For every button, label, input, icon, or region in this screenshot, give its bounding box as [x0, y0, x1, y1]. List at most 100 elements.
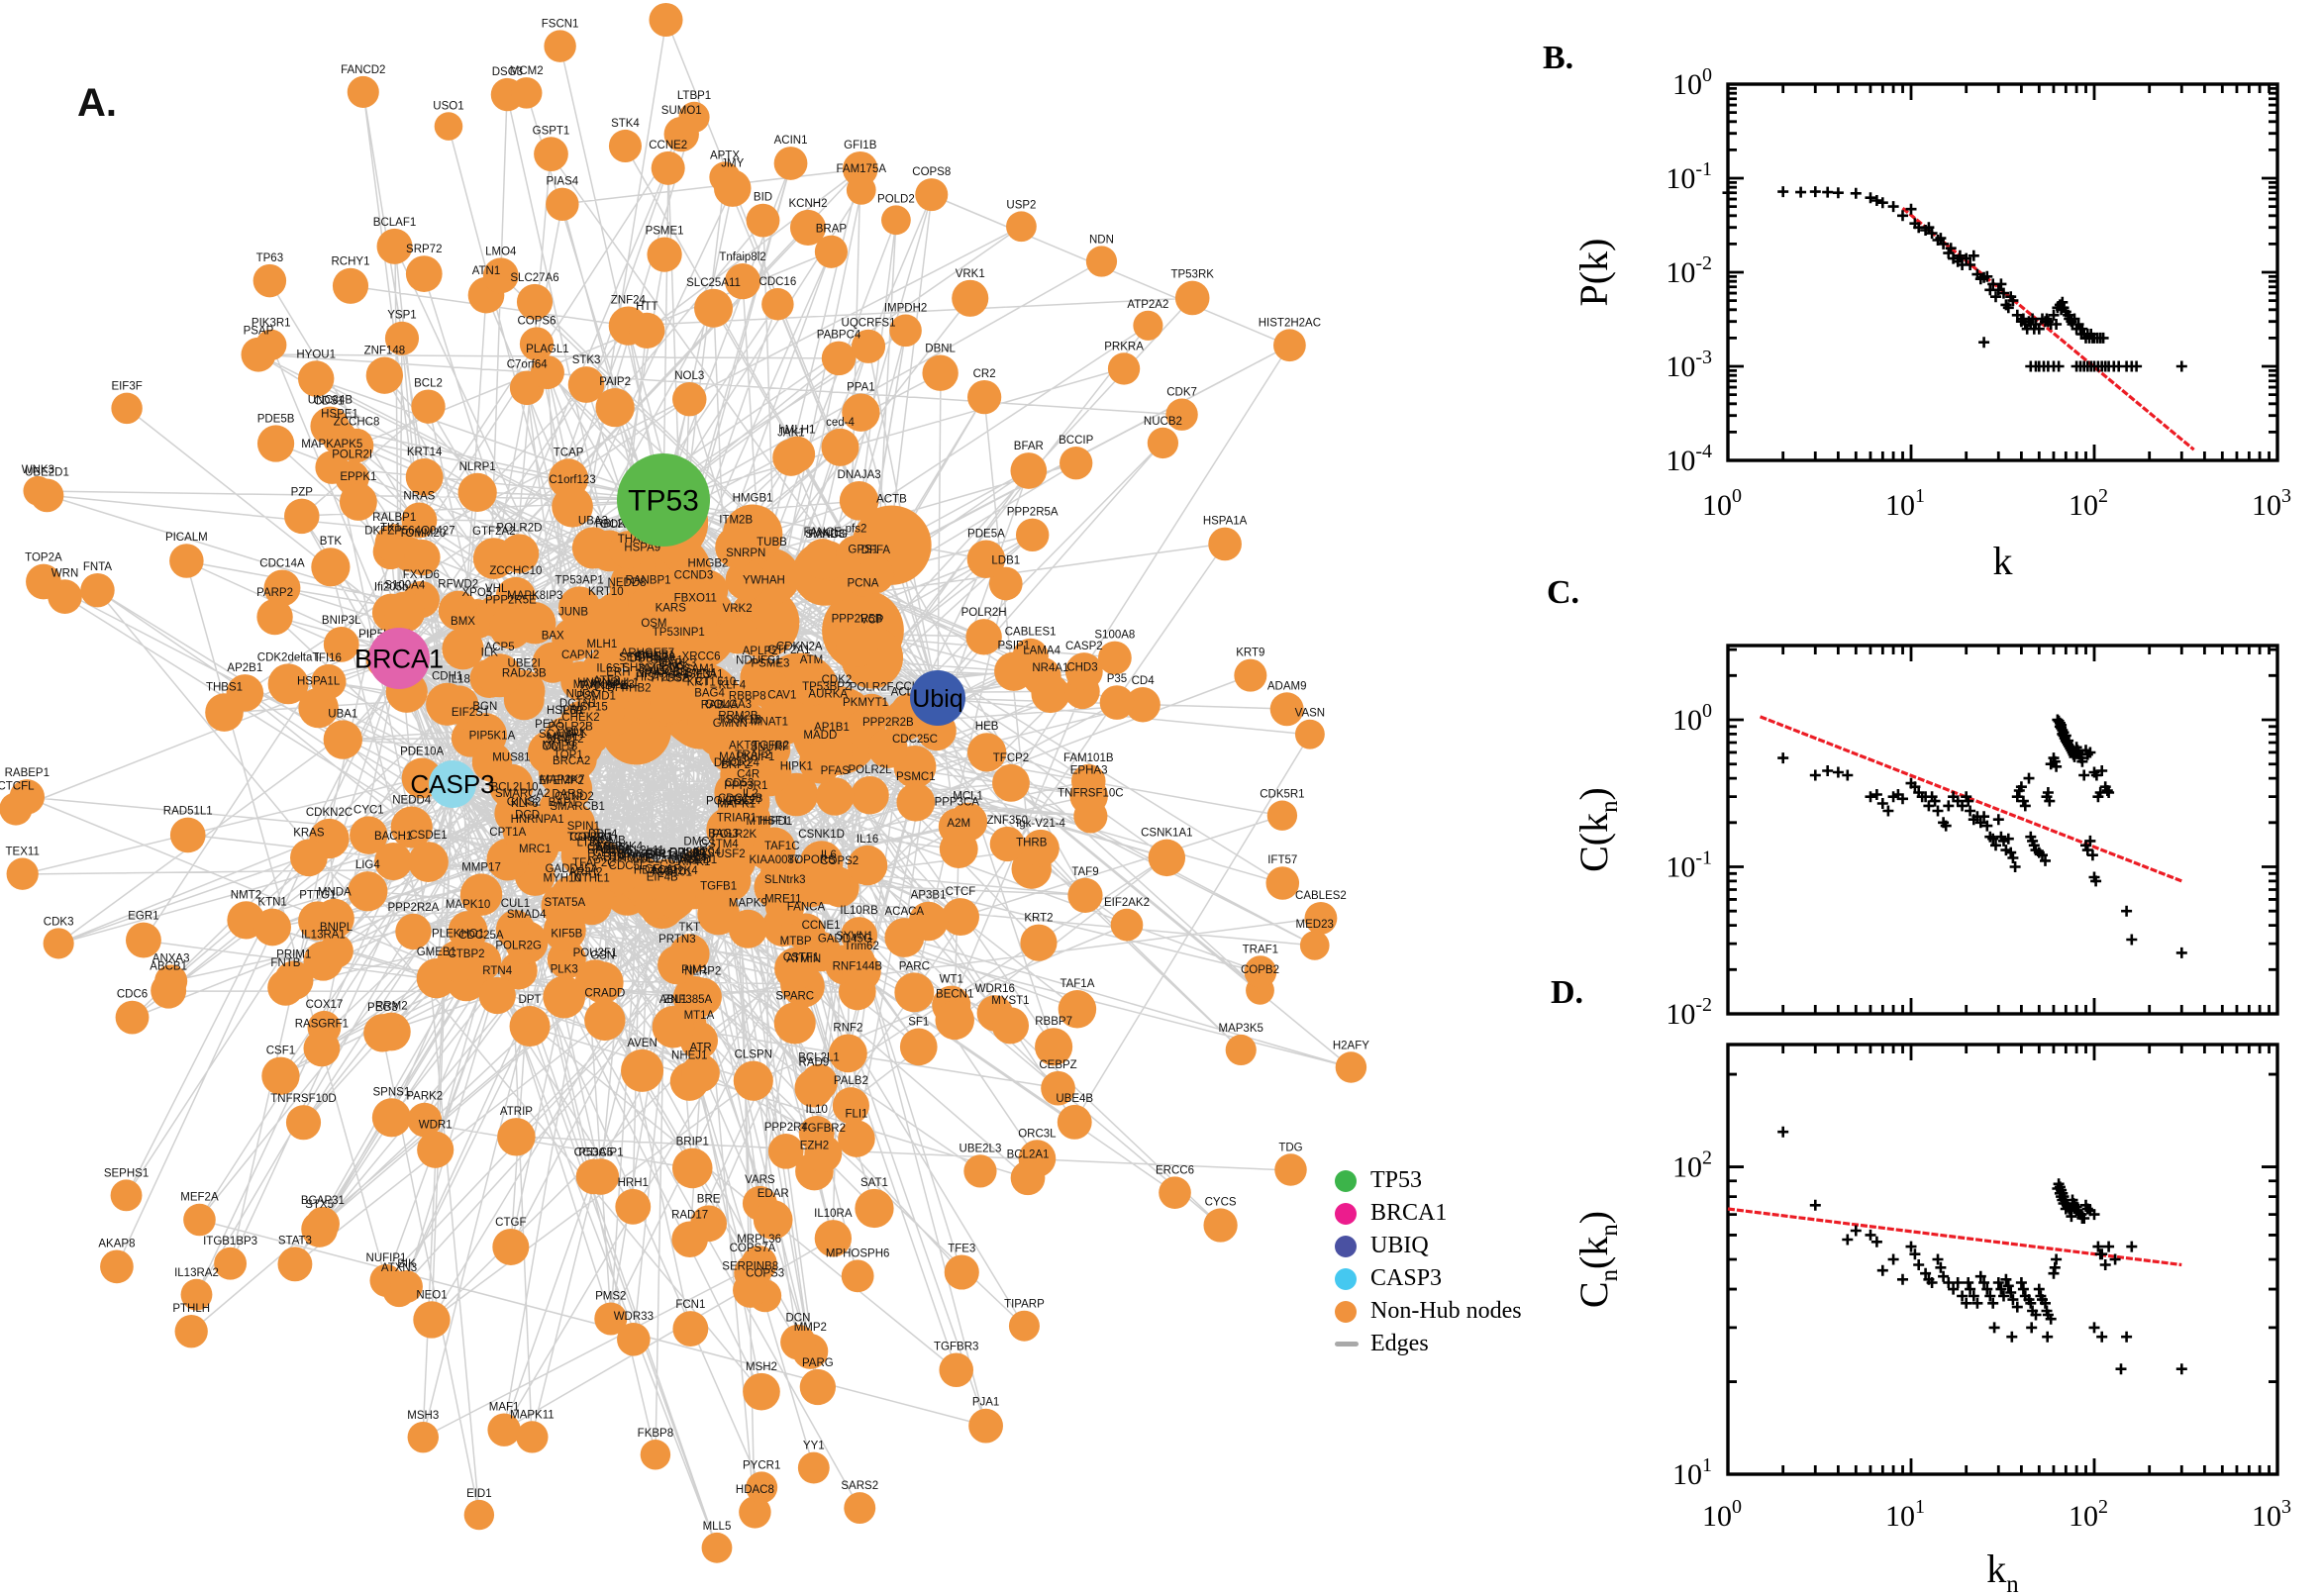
legend-item-label: BRCA1 — [1370, 1200, 1448, 1226]
svg-text:CR2: CR2 — [973, 368, 996, 380]
svg-text:ZNF350: ZNF350 — [987, 815, 1029, 827]
svg-text:XPO5: XPO5 — [461, 587, 492, 599]
svg-text:pfs2: pfs2 — [846, 524, 867, 536]
svg-text:FCN1: FCN1 — [675, 1299, 705, 1311]
svg-text:CDC5L: CDC5L — [609, 860, 647, 872]
svg-text:ATM: ATM — [800, 654, 823, 666]
svg-text:EIF2AK2: EIF2AK2 — [1104, 897, 1150, 909]
svg-text:DCN: DCN — [786, 1313, 811, 1325]
svg-text:DDB1: DDB1 — [630, 653, 660, 665]
svg-text:KLF4: KLF4 — [719, 680, 747, 692]
svg-text:LIG4: LIG4 — [355, 859, 381, 871]
svg-text:HDAC11: HDAC11 — [634, 865, 678, 877]
svg-text:MAP2K7: MAP2K7 — [540, 774, 584, 786]
svg-text:SMAD4: SMAD4 — [507, 909, 547, 921]
svg-text:BRAP: BRAP — [816, 224, 848, 236]
svg-text:EFEMP2: EFEMP2 — [539, 775, 584, 787]
svg-text:KRT10: KRT10 — [588, 586, 624, 598]
svg-text:AKT3: AKT3 — [729, 741, 758, 752]
svg-text:PEG3: PEG3 — [367, 1002, 398, 1014]
legend-item-label: UBIQ — [1370, 1233, 1429, 1258]
svg-text:THRB: THRB — [1016, 837, 1048, 848]
svg-text:DBF4: DBF4 — [588, 829, 618, 841]
svg-text:TNFRSF10C: TNFRSF10C — [1058, 787, 1123, 799]
svg-text:BCL2A1: BCL2A1 — [1007, 1148, 1050, 1160]
svg-text:WDR33: WDR33 — [614, 1311, 654, 1323]
svg-text:GSPT1: GSPT1 — [533, 125, 570, 137]
svg-text:FNTA: FNTA — [83, 561, 113, 573]
svg-text:COX17: COX17 — [306, 999, 344, 1011]
svg-text:YWHAH: YWHAH — [743, 575, 785, 587]
svg-text:NUCB2: NUCB2 — [1144, 416, 1182, 428]
svg-text:TIMM50: TIMM50 — [607, 851, 649, 863]
svg-text:USP15: USP15 — [571, 702, 607, 714]
x-tick-label: 103 — [2252, 1496, 2291, 1533]
svg-text:POLR2C: POLR2C — [706, 795, 752, 807]
svg-text:IL16: IL16 — [857, 834, 878, 846]
svg-text:POLR2K: POLR2K — [712, 829, 758, 841]
svg-text:MYST1: MYST1 — [991, 995, 1029, 1007]
svg-text:GTF2A2: GTF2A2 — [472, 526, 515, 538]
x-tick-label: 101 — [1885, 1496, 1925, 1533]
legend-item-edges: Edges — [1335, 1328, 1592, 1360]
svg-text:UBA3: UBA3 — [578, 515, 608, 527]
svg-text:MTHFD1: MTHFD1 — [747, 816, 793, 828]
svg-text:MAPK10: MAPK10 — [446, 899, 490, 911]
svg-text:SCAMP1: SCAMP1 — [539, 729, 585, 741]
svg-text:MAP4K4: MAP4K4 — [598, 842, 644, 853]
svg-text:NEDD8: NEDD8 — [608, 577, 647, 589]
svg-text:PEX5: PEX5 — [535, 719, 563, 731]
svg-text:CDC25A: CDC25A — [458, 930, 504, 942]
svg-text:STK3: STK3 — [572, 354, 601, 366]
legend: TP53 BRCA1 UBIQ CASP3 Non-Hub nodes Edges — [1335, 1164, 1592, 1360]
legend-item-casp3: CASP3 — [1335, 1262, 1592, 1295]
svg-text:JMY: JMY — [721, 157, 744, 169]
svg-text:CDKN2C: CDKN2C — [306, 807, 353, 819]
svg-text:PIM1: PIM1 — [681, 964, 708, 976]
svg-text:EPPK1: EPPK1 — [340, 471, 376, 483]
svg-text:PLEKHO1: PLEKHO1 — [432, 928, 484, 940]
svg-text:IFNG: IFNG — [658, 661, 686, 673]
svg-text:LAMA4: LAMA4 — [1023, 646, 1060, 657]
svg-text:CTCF: CTCF — [946, 886, 976, 898]
data-points — [1777, 714, 2187, 958]
x-axis-label: kn​ — [1986, 1546, 2019, 1596]
svg-text:HYOU1: HYOU1 — [296, 349, 336, 360]
svg-text:RAD23B: RAD23B — [502, 667, 547, 679]
svg-text:APLP2: APLP2 — [743, 646, 778, 657]
svg-text:HIPK1: HIPK1 — [780, 761, 813, 773]
svg-text:GINS2: GINS2 — [507, 797, 542, 809]
svg-text:NEO1: NEO1 — [416, 1289, 447, 1301]
svg-text:CT_610: CT_610 — [695, 676, 736, 688]
svg-text:AURKA: AURKA — [808, 688, 848, 700]
svg-text:KTN1: KTN1 — [257, 897, 286, 909]
svg-text:RANBP1: RANBP1 — [626, 575, 671, 587]
svg-text:COPB2: COPB2 — [1241, 964, 1279, 976]
svg-text:GFI1B: GFI1B — [844, 140, 877, 151]
hub-tp53-label: TP53 — [628, 485, 699, 518]
svg-text:BAG4: BAG4 — [694, 688, 725, 700]
svg-text:PPP2R5A: PPP2R5A — [1007, 507, 1059, 519]
svg-text:EPHA3: EPHA3 — [1070, 765, 1108, 777]
y-tick-label: 10-2 — [1666, 994, 1712, 1031]
svg-text:SMG1: SMG1 — [651, 654, 683, 666]
svg-text:TGFB1: TGFB1 — [700, 881, 737, 893]
svg-text:NLRP1: NLRP1 — [459, 461, 496, 473]
svg-text:BFAR: BFAR — [1014, 441, 1044, 452]
svg-text:JAK1: JAK1 — [777, 427, 805, 439]
x-tick-label: 103 — [2252, 485, 2291, 522]
svg-text:PAIP2: PAIP2 — [599, 376, 631, 388]
svg-text:COPS3: COPS3 — [746, 1267, 784, 1279]
svg-text:BAX: BAX — [542, 631, 564, 643]
svg-text:TP53INP1: TP53INP1 — [653, 627, 705, 639]
svg-text:C1orf123: C1orf123 — [549, 474, 595, 486]
svg-text:RAD23A: RAD23A — [587, 845, 632, 856]
svg-text:ATMIN: ATMIN — [786, 953, 821, 965]
svg-text:CDS1: CDS1 — [314, 396, 345, 408]
svg-text:HSF1: HSF1 — [759, 816, 788, 828]
svg-text:MAPKAPK5: MAPKAPK5 — [301, 439, 362, 450]
svg-text:MADD: MADD — [803, 730, 837, 742]
svg-text:PPP3CA: PPP3CA — [935, 796, 980, 808]
svg-text:hMLH1: hMLH1 — [778, 425, 815, 437]
